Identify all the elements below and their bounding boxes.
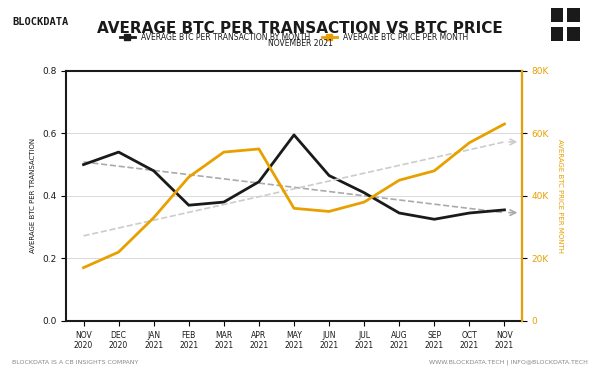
Y-axis label: AVERAGE BTC PER TRANSACTION: AVERAGE BTC PER TRANSACTION [31, 138, 37, 253]
Bar [567, 8, 580, 22]
Y-axis label: AVERAGE BTC PRICE PER MONTH: AVERAGE BTC PRICE PER MONTH [557, 139, 563, 253]
Text: BLOCKDATA: BLOCKDATA [12, 17, 68, 27]
Text: AVERAGE BTC PER TRANSACTION VS BTC PRICE: AVERAGE BTC PER TRANSACTION VS BTC PRICE [97, 21, 503, 35]
Bar [551, 8, 563, 22]
Text: WWW.BLOCKDATA.TECH | INFO@BLOCKDATA.TECH: WWW.BLOCKDATA.TECH | INFO@BLOCKDATA.TECH [429, 359, 588, 365]
Text: NOVEMBER 2021: NOVEMBER 2021 [268, 39, 332, 48]
Text: BLOCKDATA IS A CB INSIGHTS COMPANY: BLOCKDATA IS A CB INSIGHTS COMPANY [12, 360, 139, 365]
Bar [551, 27, 563, 41]
Legend: AVERAGE BTC PER TRANSACTION BY MONTH, AVERAGE BTC PRICE PER MONTH: AVERAGE BTC PER TRANSACTION BY MONTH, AV… [116, 30, 472, 45]
Bar [567, 27, 580, 41]
